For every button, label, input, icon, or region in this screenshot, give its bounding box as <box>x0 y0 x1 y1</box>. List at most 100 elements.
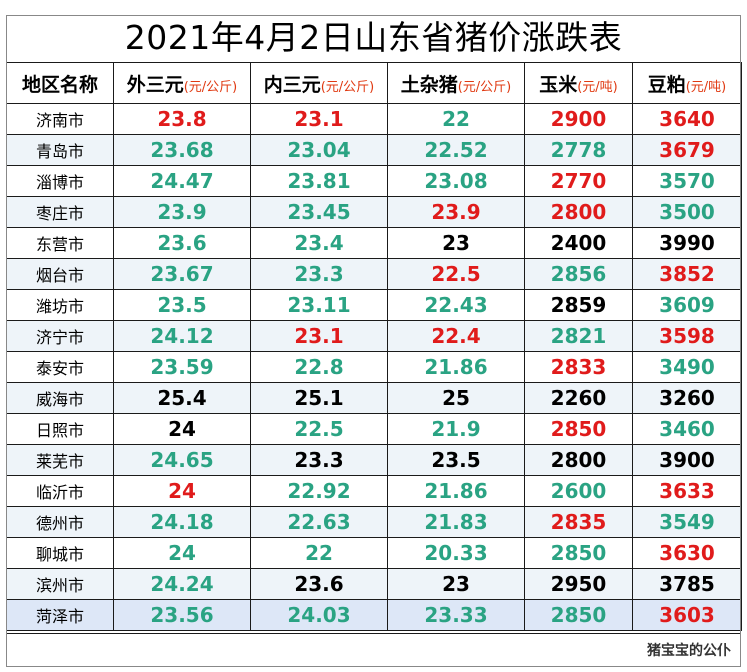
column-header-unit: (元/公斤) <box>183 79 238 95</box>
column-header-label: 外三元 <box>126 73 184 96</box>
price-cell: 21.86 <box>387 351 525 383</box>
price-cell: 3603 <box>632 599 742 631</box>
price-cell: 22.92 <box>250 475 388 507</box>
price-cell: 24 <box>113 537 251 569</box>
price-cell: 23 <box>387 227 525 259</box>
table-row: 潍坊市 23.5 23.11 22.43 2859 3609 <box>6 289 742 321</box>
price-cell: 24 <box>113 475 251 507</box>
price-cell: 3900 <box>632 444 742 476</box>
price-cell: 23.6 <box>250 568 388 600</box>
price-cell: 23.1 <box>250 103 388 135</box>
price-cell: 24.24 <box>113 568 251 600</box>
price-cell: 22.4 <box>387 320 525 352</box>
table-row: 日照市 24 22.5 21.9 2850 3460 <box>6 413 742 445</box>
price-cell: 23.04 <box>250 134 388 166</box>
price-cell: 24.47 <box>113 165 251 197</box>
price-table: 地区名称 外三元(元/公斤) 内三元(元/公斤) 土杂猪(元/公斤) 玉米(元/吨) 豆粕… <box>6 62 742 631</box>
price-cell: 2821 <box>524 320 633 352</box>
price-cell: 2800 <box>524 196 633 228</box>
price-cell: 25.4 <box>113 382 251 414</box>
column-header: 外三元(元/公斤) <box>113 62 251 104</box>
price-cell: 2260 <box>524 382 633 414</box>
price-cell: 2859 <box>524 289 633 321</box>
price-cell: 3990 <box>632 227 742 259</box>
price-cell: 21.86 <box>387 475 525 507</box>
price-cell: 3549 <box>632 506 742 538</box>
price-cell: 23.68 <box>113 134 251 166</box>
price-cell: 22.63 <box>250 506 388 538</box>
city-cell: 德州市 <box>6 506 114 538</box>
price-cell: 2850 <box>524 599 633 631</box>
city-cell: 日照市 <box>6 413 114 445</box>
price-cell: 2800 <box>524 444 633 476</box>
city-cell: 淄博市 <box>6 165 114 197</box>
table-row: 莱芜市 24.65 23.3 23.5 2800 3900 <box>6 444 742 476</box>
city-cell: 威海市 <box>6 382 114 414</box>
price-cell: 22.5 <box>250 413 388 445</box>
table-row: 德州市 24.18 22.63 21.83 2835 3549 <box>6 506 742 538</box>
price-cell: 3633 <box>632 475 742 507</box>
price-cell: 2835 <box>524 506 633 538</box>
column-header: 土杂猪(元/公斤) <box>387 62 525 104</box>
price-cell: 23.81 <box>250 165 388 197</box>
price-cell: 21.9 <box>387 413 525 445</box>
price-cell: 3679 <box>632 134 742 166</box>
price-cell: 2950 <box>524 568 633 600</box>
city-cell: 临沂市 <box>6 475 114 507</box>
price-cell: 2833 <box>524 351 633 383</box>
table-row: 泰安市 23.59 22.8 21.86 2833 3490 <box>6 351 742 383</box>
sheet-title: 2021年4月2日山东省猪价涨跌表 <box>124 18 623 57</box>
city-cell: 枣庄市 <box>6 196 114 228</box>
table-row: 济南市 23.8 23.1 22 2900 3640 <box>6 103 742 135</box>
price-cell: 2856 <box>524 258 633 290</box>
table-row: 青岛市 23.68 23.04 22.52 2778 3679 <box>6 134 742 166</box>
price-cell: 22 <box>387 103 525 135</box>
price-cell: 23.4 <box>250 227 388 259</box>
price-cell: 23.9 <box>113 196 251 228</box>
table-row: 菏泽市 23.56 24.03 23.33 2850 3603 <box>6 599 742 631</box>
price-cell: 23.3 <box>250 258 388 290</box>
price-cell: 20.33 <box>387 537 525 569</box>
price-cell: 23.8 <box>113 103 251 135</box>
price-cell: 22 <box>250 537 388 569</box>
price-cell: 24.12 <box>113 320 251 352</box>
price-cell: 2770 <box>524 165 633 197</box>
price-cell: 2850 <box>524 413 633 445</box>
price-cell: 3460 <box>632 413 742 445</box>
city-cell: 滨州市 <box>6 568 114 600</box>
price-cell: 25 <box>387 382 525 414</box>
price-cell: 24.65 <box>113 444 251 476</box>
price-cell: 21.83 <box>387 506 525 538</box>
price-cell: 23.45 <box>250 196 388 228</box>
price-cell: 2778 <box>524 134 633 166</box>
table-row: 烟台市 23.67 23.3 22.5 2856 3852 <box>6 258 742 290</box>
header-row: 地区名称 外三元(元/公斤) 内三元(元/公斤) 土杂猪(元/公斤) 玉米(元/吨) 豆粕… <box>6 62 742 104</box>
price-cell: 23.5 <box>387 444 525 476</box>
city-cell: 潍坊市 <box>6 289 114 321</box>
price-cell: 23.08 <box>387 165 525 197</box>
column-header-unit: (元/吨) <box>685 79 727 95</box>
city-cell: 泰安市 <box>6 351 114 383</box>
price-cell: 22.43 <box>387 289 525 321</box>
footer-bar: 猪宝宝的公仆 <box>6 633 741 668</box>
price-cell: 23.5 <box>113 289 251 321</box>
city-cell: 东营市 <box>6 227 114 259</box>
column-header: 地区名称 <box>6 62 114 104</box>
column-header-label: 土杂猪 <box>400 73 458 96</box>
city-cell: 烟台市 <box>6 258 114 290</box>
table-row: 威海市 25.4 25.1 25 2260 3260 <box>6 382 742 414</box>
price-cell: 3490 <box>632 351 742 383</box>
city-cell: 菏泽市 <box>6 599 114 631</box>
column-header-label: 内三元 <box>263 73 321 96</box>
price-cell: 3500 <box>632 196 742 228</box>
price-cell: 24.18 <box>113 506 251 538</box>
price-cell: 3640 <box>632 103 742 135</box>
city-cell: 聊城市 <box>6 537 114 569</box>
price-cell: 23.1 <box>250 320 388 352</box>
column-header: 豆粕(元/吨) <box>632 62 742 104</box>
price-cell: 3852 <box>632 258 742 290</box>
price-cell: 3609 <box>632 289 742 321</box>
price-cell: 23.67 <box>113 258 251 290</box>
price-cell: 3630 <box>632 537 742 569</box>
price-cell: 23.56 <box>113 599 251 631</box>
